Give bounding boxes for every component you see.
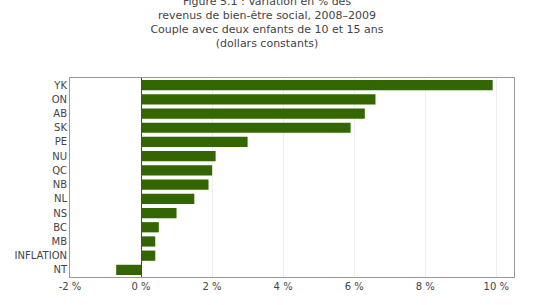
svg-text:QC: QC [52,165,67,176]
svg-text:0 %: 0 % [132,281,151,292]
svg-text:NU: NU [52,151,67,162]
svg-text:BC: BC [53,222,67,233]
svg-text:AB: AB [53,108,67,119]
svg-text:PE: PE [55,136,67,147]
svg-text:2 %: 2 % [203,281,222,292]
svg-text:-2 %: -2 % [59,281,82,292]
svg-text:10 %: 10 % [484,281,509,292]
svg-text:6 %: 6 % [345,281,364,292]
svg-text:SK: SK [54,122,67,133]
svg-text:MB: MB [52,236,68,247]
svg-text:INFLATION: INFLATION [15,250,67,261]
svg-text:NL: NL [54,193,67,204]
svg-text:NT: NT [53,264,67,275]
svg-text:ON: ON [52,94,67,105]
svg-text:YK: YK [53,80,67,91]
svg-text:Figure 5.1 : Variation en % de: Figure 5.1 : Variation en % desrevenus d… [150,0,383,50]
svg-text:4 %: 4 % [274,281,293,292]
svg-text:NS: NS [53,208,67,219]
svg-text:NB: NB [53,179,67,190]
svg-text:8 %: 8 % [416,281,435,292]
